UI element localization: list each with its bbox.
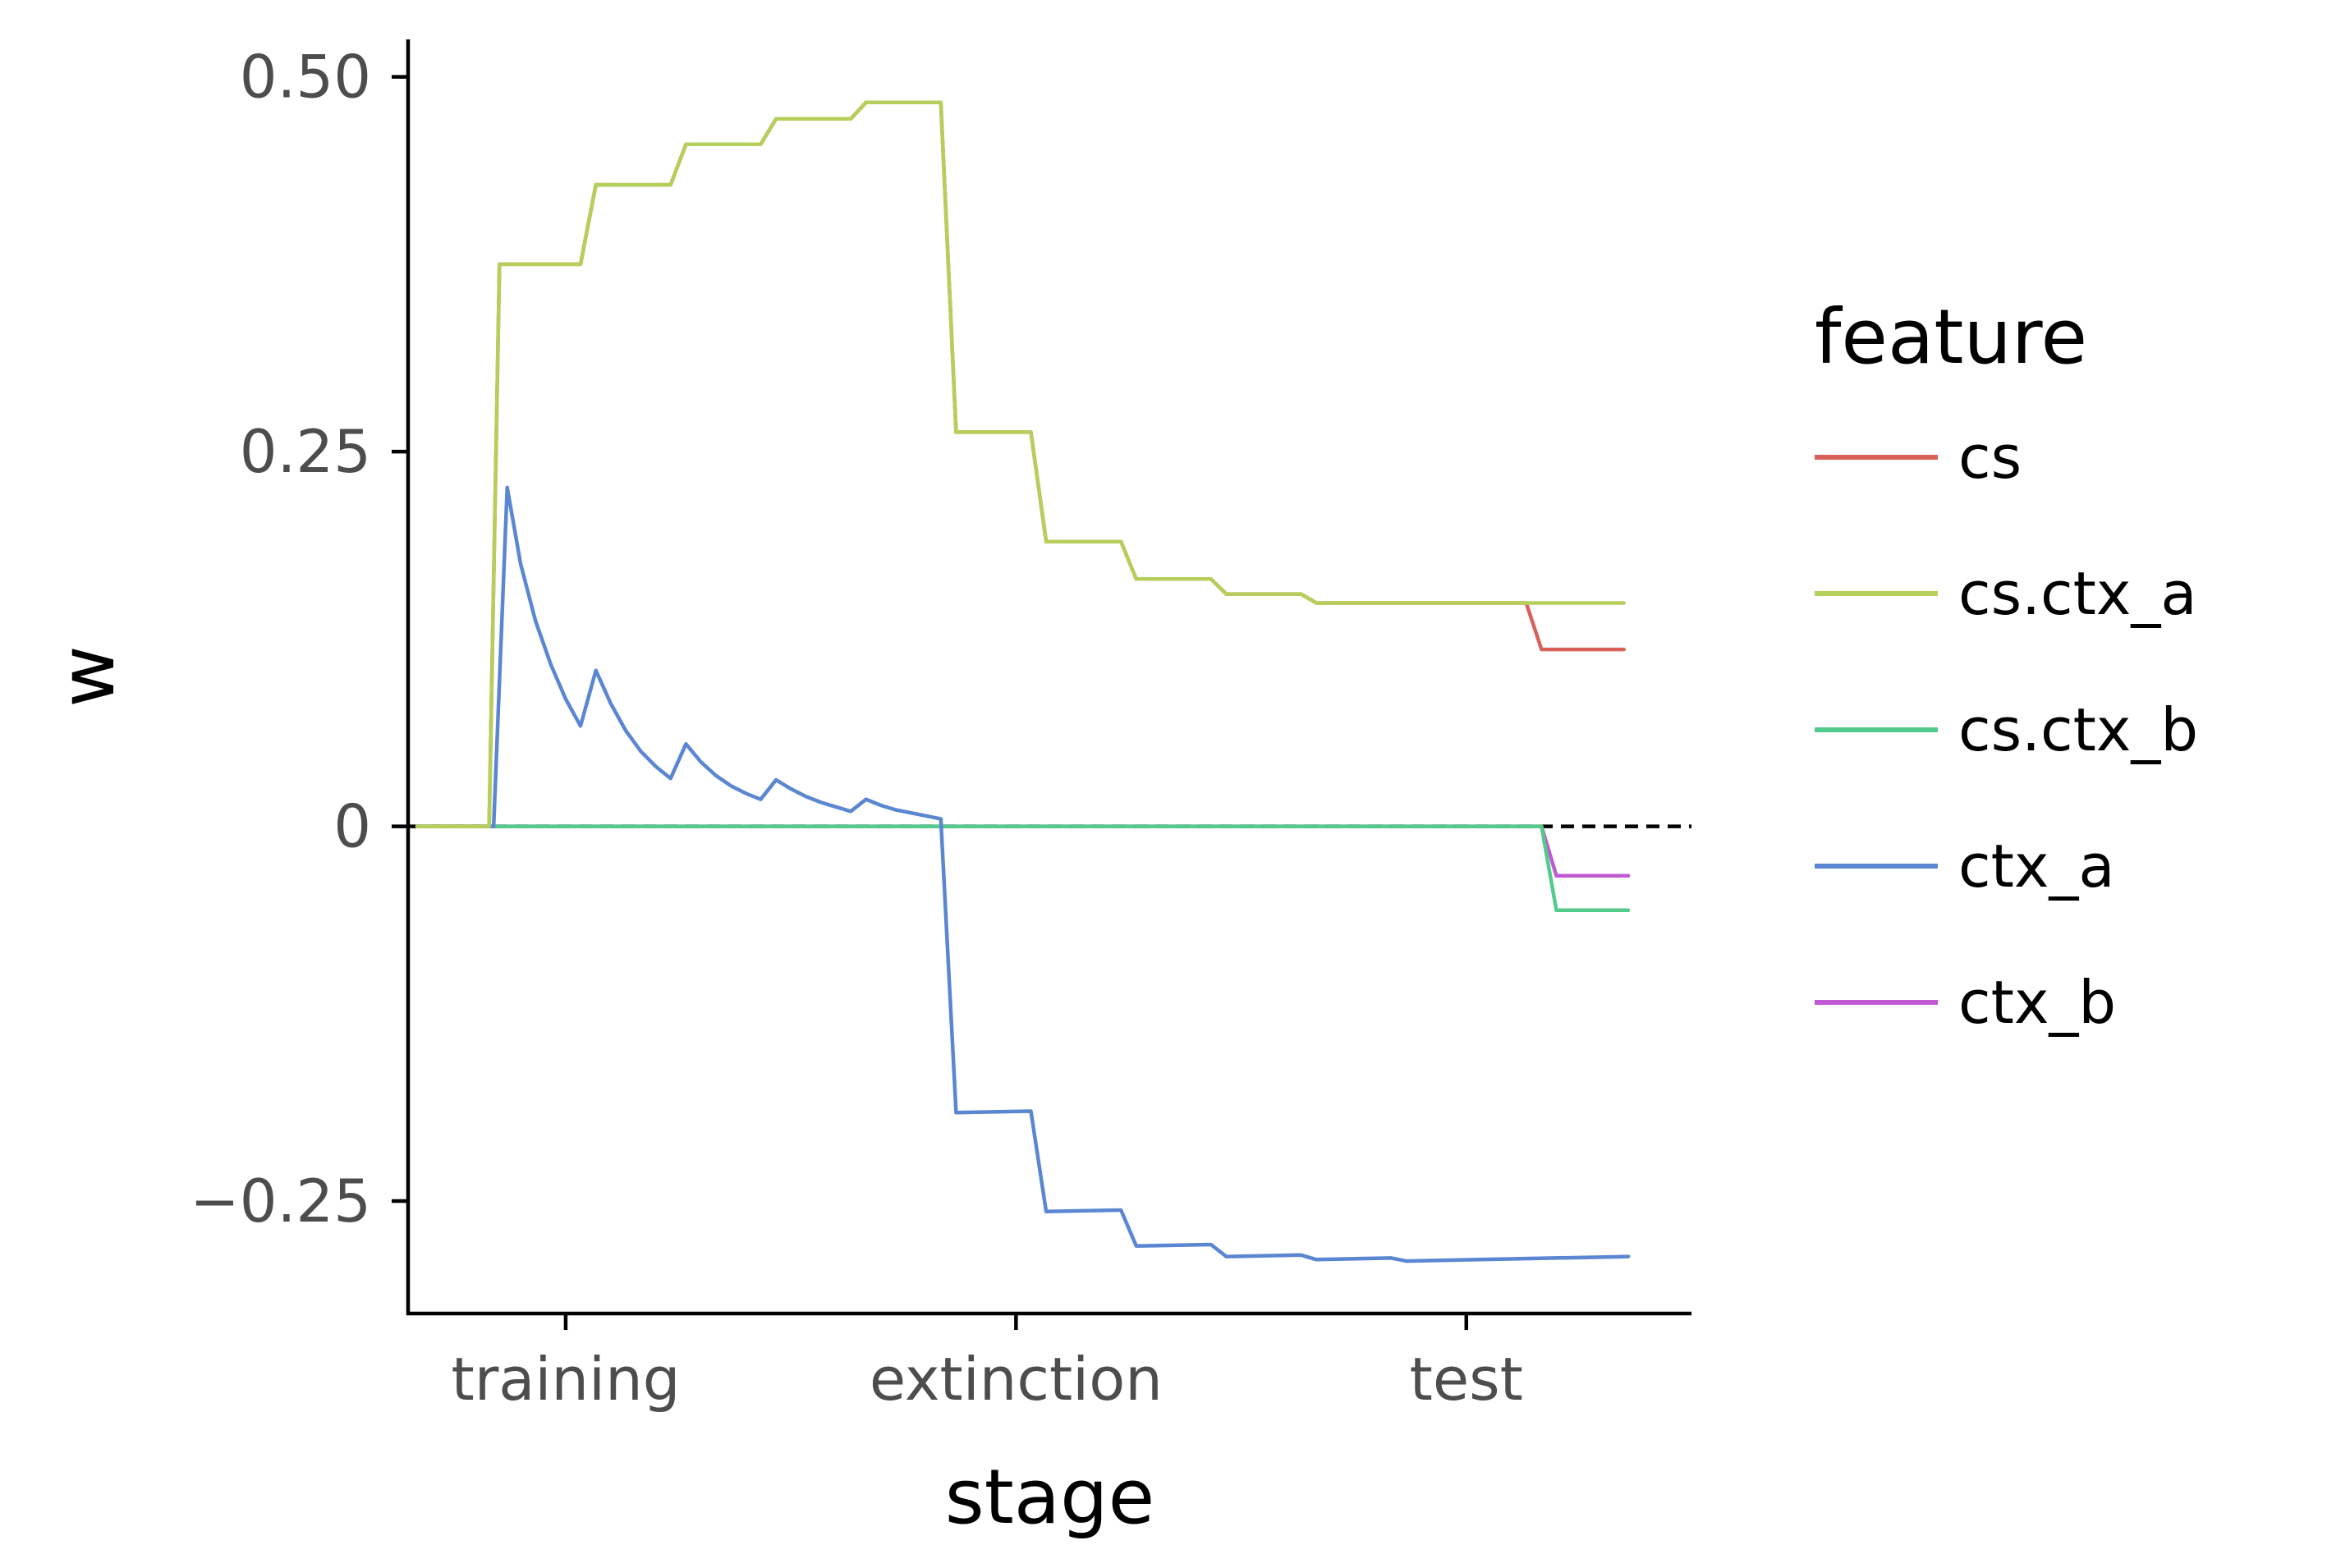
y-tick-label: 0 — [333, 792, 371, 861]
x-tick-label-test: test — [1410, 1345, 1523, 1414]
legend-items: cs cs.ctx_a cs.ctx_b ctx_a ctx_b — [1815, 423, 2198, 1037]
x-tick-label-training: training — [451, 1345, 680, 1414]
legend-label-ctx-a: ctx_a — [1958, 832, 2115, 901]
series-line-ctx-b — [415, 824, 1631, 878]
series-line-cs-ctx-b — [415, 824, 1631, 913]
y-axis-ticks: −0.25 0 0.25 0.50 — [190, 43, 408, 1236]
legend-label-cs: cs — [1958, 423, 2022, 492]
legend-label-cs-ctx-a: cs.ctx_a — [1958, 559, 2197, 628]
y-tick-label: 0.50 — [240, 43, 371, 112]
y-tick-label: −0.25 — [190, 1167, 371, 1236]
y-tick-label: 0.25 — [240, 417, 371, 486]
series-line-cs-ctx-a — [415, 100, 1626, 828]
series-line-cs — [415, 100, 1626, 828]
legend-label-ctx-b: ctx_b — [1958, 968, 2116, 1037]
legend-title: feature — [1815, 293, 2087, 381]
x-tick-label-extinction: extinction — [870, 1345, 1163, 1414]
legend: feature cs cs.ctx_a cs.ctx_b ctx_a ctx_b — [1815, 293, 2198, 1037]
legend-label-cs-ctx-b: cs.ctx_b — [1958, 695, 2198, 764]
y-axis-title: w — [44, 645, 131, 707]
series-line-ctx-a — [415, 485, 1631, 1263]
plot-series — [415, 100, 1631, 1263]
x-axis-title: stage — [945, 1453, 1154, 1541]
x-axis-ticks: training extinction test — [451, 1314, 1523, 1414]
